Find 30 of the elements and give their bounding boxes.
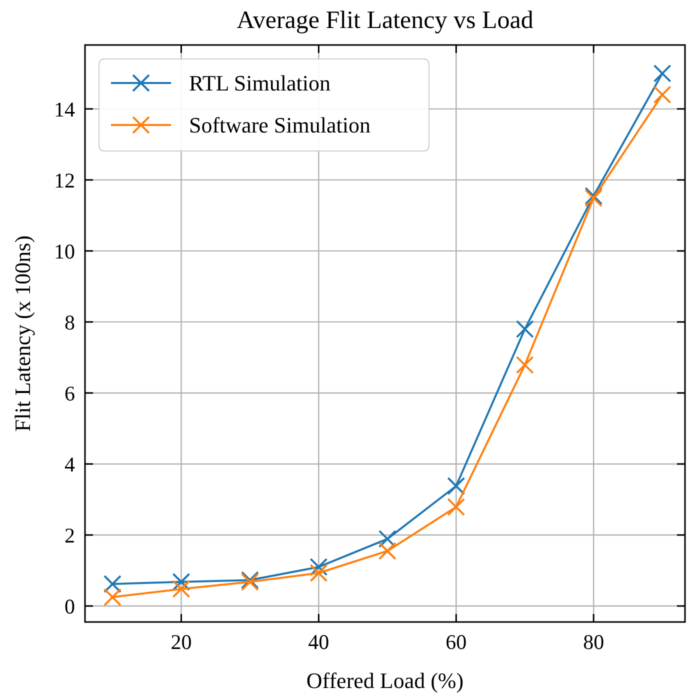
point [103, 588, 122, 606]
legend-label: RTL Simulation [189, 70, 330, 96]
point [447, 498, 466, 516]
y-tick-label: 14 [54, 97, 76, 122]
x-tick-label: 40 [308, 630, 330, 654]
x-tick-label: 80 [583, 630, 604, 654]
point [310, 558, 328, 576]
point [447, 477, 466, 496]
x-axis-title: Offered Load (%) [306, 668, 464, 693]
y-tick-label: 6 [64, 381, 75, 406]
point [653, 64, 672, 82]
y-tick-label: 0 [64, 594, 75, 618]
y-tick-label: 12 [54, 168, 75, 192]
chart-title: Average Flit Latency vs Load [236, 7, 534, 34]
point [378, 542, 396, 560]
point [653, 86, 672, 104]
y-tick-label: 10 [54, 239, 75, 264]
x-tick-label: 20 [170, 630, 192, 654]
point [516, 320, 534, 338]
y-tick-label: 8 [64, 310, 75, 334]
y-tick-label: 2 [64, 523, 75, 548]
point [310, 564, 328, 582]
point [103, 575, 122, 594]
y-tick-label: 4 [64, 452, 76, 476]
point [172, 572, 190, 591]
legend-label: Software Simulation [189, 112, 370, 138]
point [516, 356, 534, 374]
point [172, 580, 190, 598]
x-tick-label: 60 [446, 630, 467, 654]
y-axis-title: Flit Latency (x 100ns) [10, 235, 35, 432]
